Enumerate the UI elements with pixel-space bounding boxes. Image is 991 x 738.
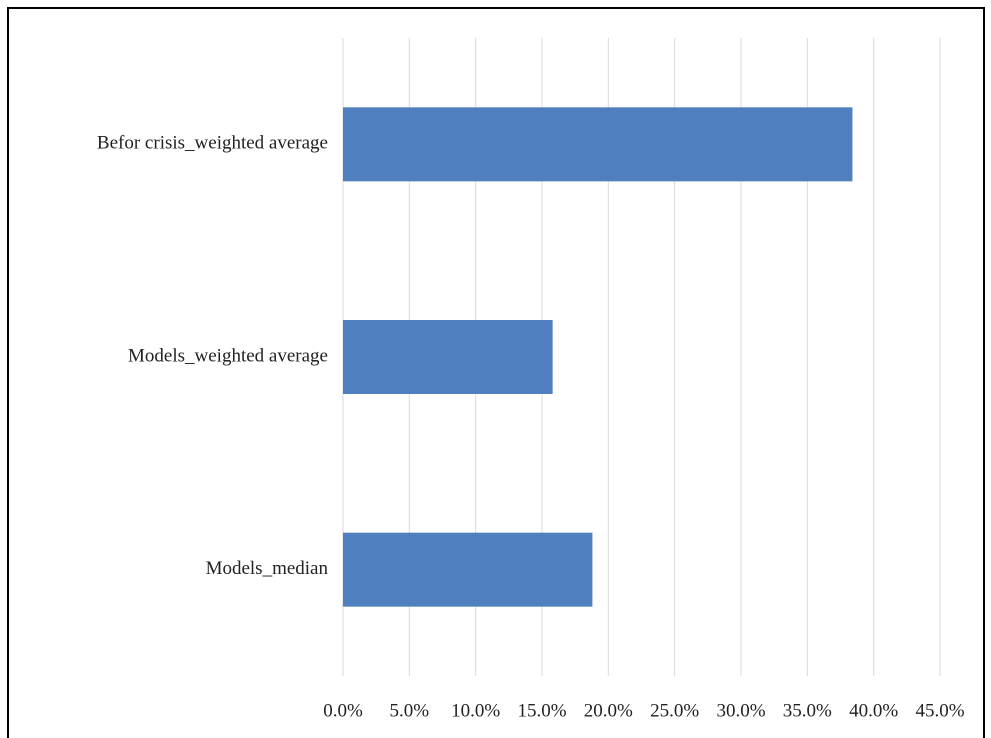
x-tick-label: 5.0% (390, 700, 430, 721)
x-tick-label: 35.0% (783, 700, 832, 721)
x-tick-label: 45.0% (915, 700, 964, 721)
x-tick-label: 25.0% (650, 700, 699, 721)
x-tick-label: 20.0% (584, 700, 633, 721)
bar (343, 532, 593, 607)
x-tick-label: 30.0% (716, 700, 765, 721)
bar (343, 320, 553, 394)
x-tick-label: 40.0% (849, 700, 898, 721)
y-tick-label: Befor crisis_weighted average (97, 133, 328, 154)
bar (343, 107, 853, 182)
x-tick-label: 15.0% (517, 700, 566, 721)
chart-border (7, 7, 985, 738)
x-tick-label: 0.0% (323, 700, 363, 721)
y-tick-label: Models_weighted average (128, 345, 328, 366)
x-tick-label: 10.0% (451, 700, 500, 721)
y-tick-label: Models_median (206, 558, 329, 579)
